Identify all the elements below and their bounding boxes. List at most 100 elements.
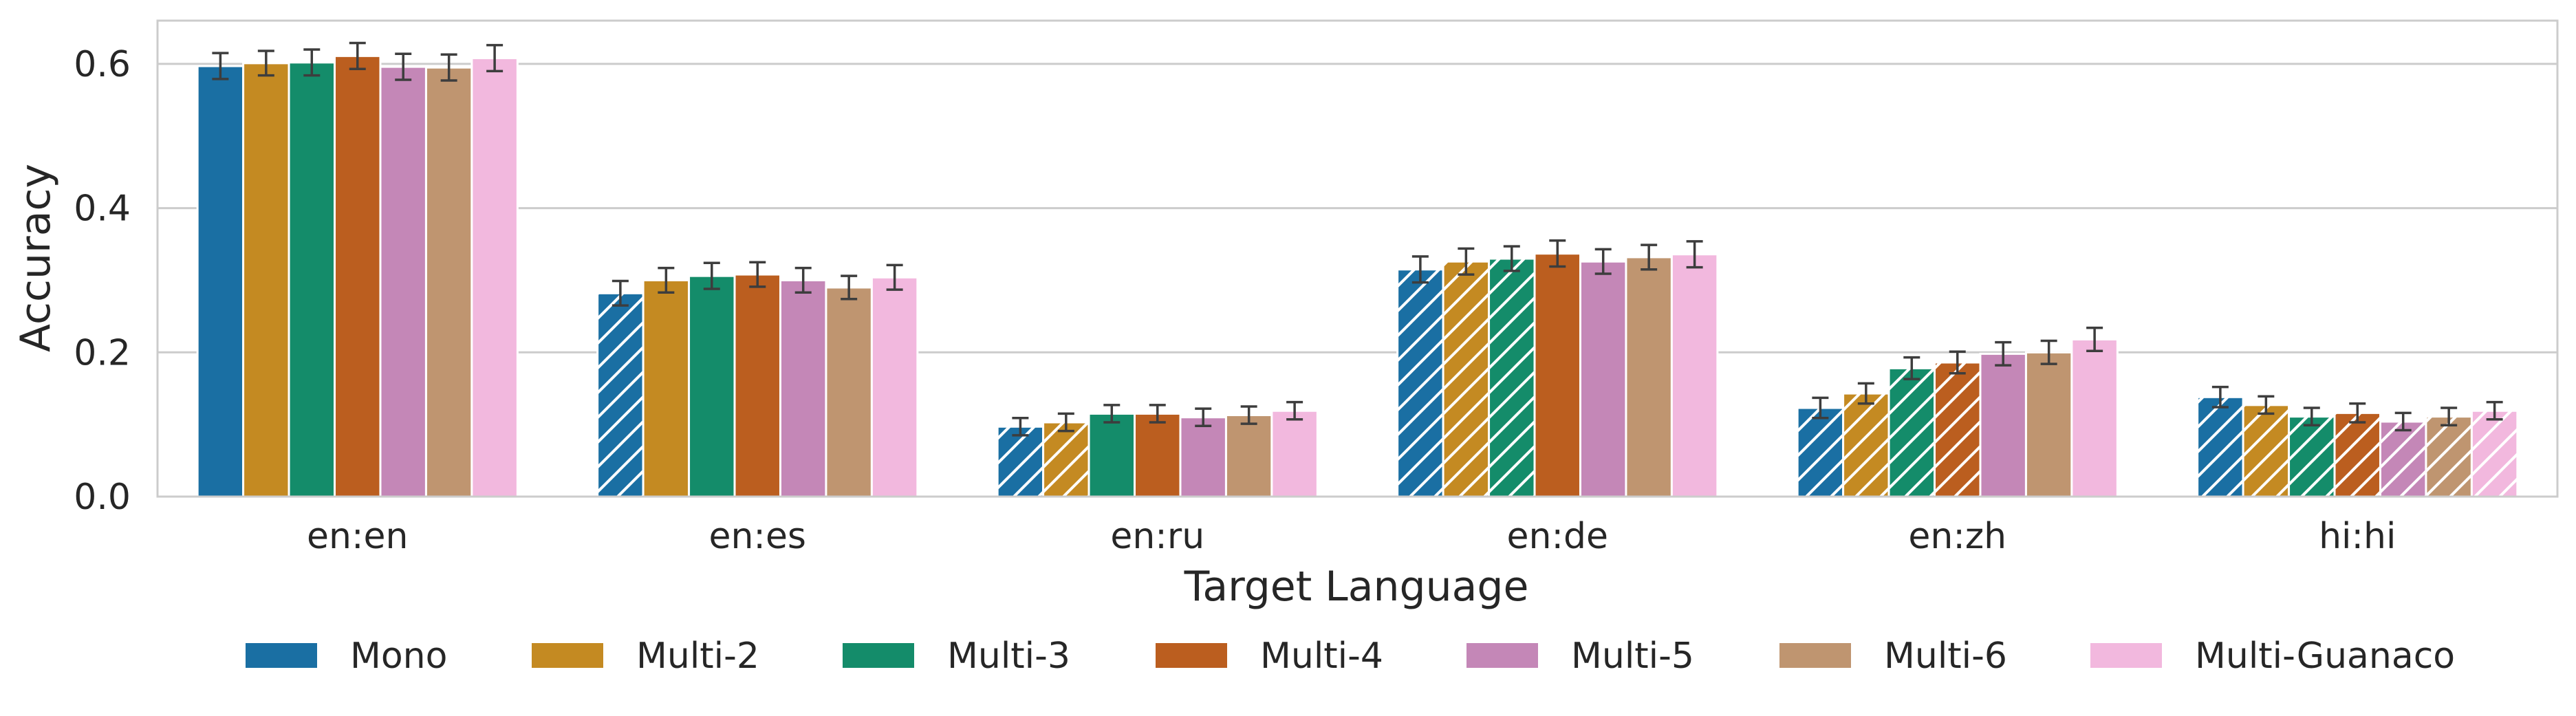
legend-item: Mono [246,636,447,677]
legend-item: Multi-3 [843,636,1070,677]
error-bar [1195,407,1212,427]
x-tick-label: en:en [307,516,408,557]
error-bar [611,279,629,307]
bar-multi-4-en-ru [1134,412,1182,498]
bar-multi-6-en-es [825,286,873,498]
bar-mono-en-zh [1796,406,1845,498]
error-bar [1903,356,1920,380]
bar-multi-4-en-de [1533,252,1581,498]
y-tick-label: 0.0 [74,477,131,518]
bar-multi-2-en-ru [1042,421,1090,498]
bar-multi-guanaco-en-en [470,57,519,498]
error-bar [486,43,504,73]
bar-multi-3-en-en [288,61,336,498]
error-bar [1995,340,2012,367]
bar-multi-guanaco-en-ru [1270,409,1319,498]
bar-multi-4-en-en [334,54,382,498]
error-bar [440,53,457,82]
error-bar [257,50,274,77]
error-bar [658,266,675,294]
error-bar [703,261,720,290]
error-bar [794,266,812,294]
bars-layer [196,54,2519,498]
bar-multi-guanaco-en-de [1670,253,1719,498]
legend-item: Multi-2 [532,636,759,677]
legend-label: Multi-3 [947,636,1070,677]
error-bar [349,41,366,70]
error-bar [1503,245,1520,272]
error-bar [1812,396,1829,420]
bar-multi-6-en-en [424,66,473,498]
bar-mono-en-es [596,292,645,498]
bar-multi-2-en-zh [1842,392,1890,498]
error-bar [303,48,321,77]
error-bar [2486,400,2503,421]
bar-multi-6-en-zh [2024,351,2073,498]
legend-swatch [1466,643,1538,668]
error-bar [1458,247,1475,276]
x-tick-label: en:de [1507,516,1608,557]
bar-mono-hi-hi [2196,395,2244,498]
legend-label: Multi-6 [1884,636,2007,677]
bar-multi-3-en-es [688,274,736,498]
x-tick-label: en:zh [1908,516,2006,557]
bar-multi-5-en-zh [1979,352,2027,498]
bar-multi-guanaco-en-zh [2070,338,2119,498]
bar-multi-6-en-de [1625,256,1673,498]
legend-label: Mono [350,636,447,677]
legend-swatch [2090,643,2162,668]
y-tick-label: 0.6 [74,44,131,85]
bar-multi-3-en-zh [1887,367,1936,498]
bar-multi-3-hi-hi [2288,415,2336,498]
error-bar [2211,385,2229,409]
legend-swatch [1779,643,1851,668]
bar-multi-6-en-ru [1224,414,1273,498]
bar-multi-4-en-zh [1934,361,1982,498]
bar-mono-en-de [1396,268,1444,498]
error-bar [1949,350,1966,375]
bar-multi-5-en-de [1579,260,1627,498]
error-bar [2440,406,2458,426]
error-bar [2303,406,2320,426]
bar-multi-2-en-de [1442,260,1491,498]
bar-multi-2-en-es [642,279,691,498]
error-bar [1641,243,1658,271]
error-bar [2086,326,2103,352]
bar-multi-5-en-es [779,279,827,498]
x-tick-label: hi:hi [2319,516,2396,557]
error-bar [2040,339,2057,365]
bar-multi-2-hi-hi [2242,404,2291,498]
error-bar [1012,416,1029,437]
legend-label: Multi-2 [636,636,759,677]
plot-frame [156,19,2559,498]
x-tick-label: en:ru [1110,516,1204,557]
legend: Mono Multi-2 Multi-3 Multi-4 Multi-5 Multi-6 M… [246,636,2455,677]
error-bar [1057,412,1074,433]
error-bar [1240,405,1257,425]
bar-multi-4-en-es [733,273,781,498]
error-bar [1286,400,1303,421]
legend-item: Multi-4 [1156,636,1383,677]
x-axis-title: Target Language [1184,563,1529,611]
bar-mono-en-en [196,65,245,498]
legend-label: Multi-5 [1571,636,1694,677]
error-bars-layer [212,41,2503,437]
error-bar [1594,248,1612,275]
bar-multi-5-en-en [379,65,427,498]
x-tick-labels: en:en en:es en:ru en:de en:zh hi:hi [307,516,2396,557]
bar-multi-4-hi-hi [2333,411,2381,498]
bar-multi-guanaco-hi-hi [2470,409,2519,498]
legend-item: Multi-Guanaco [2090,636,2455,677]
error-bar [1103,404,1121,424]
legend-label: Multi-Guanaco [2195,636,2455,677]
bar-multi-5-hi-hi [2379,420,2427,498]
error-bar [1686,240,1703,269]
legend-item: Multi-6 [1779,636,2007,677]
bar-multi-3-en-de [1488,257,1536,498]
error-bar [1411,255,1429,284]
y-tick-label: 0.2 [74,332,131,373]
error-bar [886,263,903,291]
error-bar [212,52,229,80]
error-bar [841,274,858,301]
